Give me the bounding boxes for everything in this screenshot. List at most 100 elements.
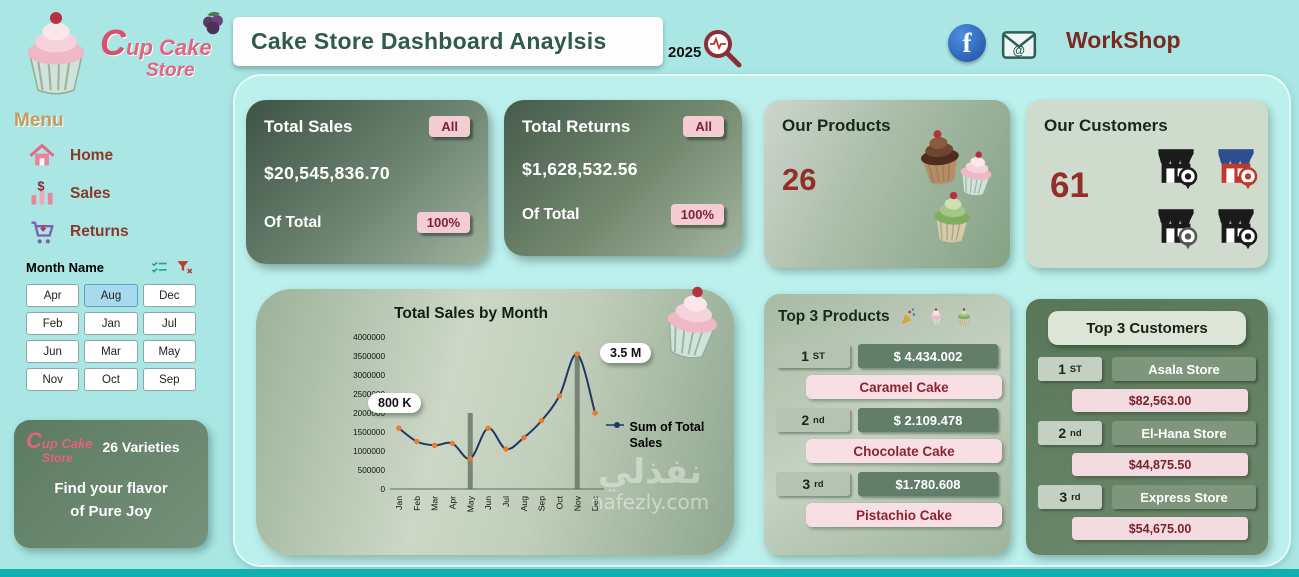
month-button-sep[interactable]: Sep: [142, 368, 196, 391]
svg-text:Jan: Jan: [394, 496, 404, 510]
total-returns-value: $1,628,532.56: [522, 159, 638, 179]
sidebar-item-label: Returns: [70, 223, 129, 240]
svg-text:1500000: 1500000: [353, 428, 385, 437]
chart-cupcake-icon: [643, 274, 740, 371]
facebook-icon[interactable]: f: [948, 24, 986, 62]
sidebar-item-returns[interactable]: Returns: [28, 216, 198, 248]
slicer-title: Month Name: [26, 260, 104, 275]
chart-title: Total Sales by Month: [394, 305, 548, 322]
year-label: 2025: [668, 44, 702, 61]
of-total-label: Of Total: [522, 205, 580, 223]
chart-legend: Sum of Total Sales: [606, 419, 718, 452]
green-cupcake-icon: [920, 186, 984, 250]
svg-text:500000: 500000: [358, 466, 386, 475]
total-sales-filter-button[interactable]: All: [429, 116, 470, 137]
logo: Cup Cake Store: [100, 22, 220, 82]
month-slicer-header: Month Name: [26, 258, 194, 277]
svg-text:4000000: 4000000: [353, 333, 385, 342]
store-icon: [1212, 206, 1260, 254]
sidebar-item-sales[interactable]: $ Sales: [28, 178, 198, 210]
of-total-percent: 100%: [416, 212, 470, 233]
customer-value: $44,875.50: [1072, 453, 1248, 476]
of-total-label: Of Total: [264, 213, 322, 231]
top-products-card: Top 3 Products 1 ST $ 4.434.002 Caramel Ca…: [764, 294, 1010, 555]
svg-text:3500000: 3500000: [353, 352, 385, 361]
customer-value: $54,675.00: [1072, 517, 1248, 540]
our-customers-card: Our Customers 61: [1026, 100, 1268, 268]
clear-filter-icon[interactable]: [175, 258, 194, 277]
customers-count: 61: [1050, 166, 1089, 205]
product-row: 1 ST $ 4.434.002: [776, 344, 998, 368]
cupcake-logo-icon: [8, 4, 104, 104]
email-icon[interactable]: @: [1000, 26, 1038, 64]
total-returns-filter-button[interactable]: All: [683, 116, 724, 137]
svg-text:2500000: 2500000: [353, 390, 385, 399]
promo-tagline-2: of Pure Joy: [70, 503, 152, 520]
month-grid: Apr Aug Dec Feb Jan Jul Jun Mar May Nov Oct Sep: [26, 284, 196, 391]
product-rank: 3 rd: [776, 472, 850, 496]
top-customers-title: Top 3 Customers: [1048, 311, 1246, 345]
product-name: Caramel Cake: [806, 375, 1002, 399]
customer-row: 2 nd El-Hana Store: [1038, 421, 1256, 445]
top-customers-list: 1 ST Asala Store $82,563.00 2 nd El-Hana Sto…: [1026, 357, 1268, 549]
cupcakes-image: [878, 126, 1004, 260]
total-returns-title: Total Returns: [522, 116, 631, 136]
pulse-magnifier-icon[interactable]: [700, 26, 746, 72]
month-button-dec[interactable]: Dec: [142, 284, 196, 307]
sidebar-item-home[interactable]: Home: [28, 140, 198, 172]
month-button-jul[interactable]: Jul: [142, 312, 196, 335]
month-button-aug[interactable]: Aug: [84, 284, 138, 307]
sales-chart-svg[interactable]: 0 500000 1000000 1500000 2000000 2500000 30000…: [334, 329, 612, 535]
sales-by-month-chart-card: Total Sales by Month 0 500000 1000000 15000…: [256, 286, 734, 555]
product-row: 3 rd $1.780.608: [776, 472, 998, 496]
annotation-800k: 800 K: [368, 393, 422, 413]
svg-text:Apr: Apr: [447, 496, 457, 510]
month-button-feb[interactable]: Feb: [26, 312, 80, 335]
party-popper-icon: [898, 307, 918, 327]
legend-label: Sum of Total Sales: [629, 420, 705, 451]
total-sales-card: Total Sales All $20,545,836.70 Of Total …: [246, 100, 488, 264]
svg-text:Nov: Nov: [572, 495, 582, 511]
dashboard-title-box: Cake Store Dashboard Anaylsis: [233, 17, 663, 66]
customer-row: 3 rd Express Store: [1038, 485, 1256, 509]
of-total-percent: 100%: [670, 204, 724, 225]
month-button-may[interactable]: May: [142, 340, 196, 363]
svg-text:@: @: [1013, 44, 1025, 58]
svg-text:Sep: Sep: [537, 496, 547, 512]
our-products-card: Our Products 26: [764, 100, 1010, 268]
sidebar-item-label: Sales: [70, 185, 111, 202]
month-button-apr[interactable]: Apr: [26, 284, 80, 307]
page-title: Cake Store Dashboard Anaylsis: [251, 28, 607, 54]
svg-text:2000000: 2000000: [353, 409, 385, 418]
product-rank: 2 nd: [776, 408, 850, 432]
svg-text:Dec: Dec: [590, 495, 600, 511]
product-rank: 1 ST: [776, 344, 850, 368]
store-icon: [1212, 146, 1260, 194]
promo-tagline-1: Find your flavor: [54, 480, 168, 497]
store-icon: [1152, 206, 1200, 254]
product-value: $ 2.109.478: [858, 408, 998, 432]
home-icon: [28, 142, 56, 170]
multi-select-icon[interactable]: [150, 258, 169, 277]
product-row: 2 nd $ 2.109.478: [776, 408, 998, 432]
svg-text:Oct: Oct: [554, 495, 564, 509]
month-button-oct[interactable]: Oct: [84, 368, 138, 391]
promo-logo: Cup Cake Store: [26, 428, 93, 465]
month-button-nov[interactable]: Nov: [26, 368, 80, 391]
customer-icons: [1152, 146, 1260, 254]
svg-text:Aug: Aug: [519, 496, 529, 512]
top-products-header: Top 3 Products: [778, 307, 974, 327]
month-button-jan[interactable]: Jan: [84, 312, 138, 335]
mini-cupcake-pink-icon: [926, 307, 946, 327]
month-button-mar[interactable]: Mar: [84, 340, 138, 363]
promo-card: Cup Cake Store 26 Varieties Find your fl…: [14, 420, 208, 548]
product-value: $ 4.434.002: [858, 344, 998, 368]
customer-name: Express Store: [1112, 485, 1256, 509]
top-customers-card: Top 3 Customers 1 ST Asala Store $82,563.0…: [1026, 299, 1268, 555]
customer-row: 1 ST Asala Store: [1038, 357, 1256, 381]
customer-rank: 2 nd: [1038, 421, 1102, 445]
month-button-jun[interactable]: Jun: [26, 340, 80, 363]
products-count: 26: [782, 162, 817, 197]
workshop-label: WorkShop: [1066, 27, 1181, 53]
